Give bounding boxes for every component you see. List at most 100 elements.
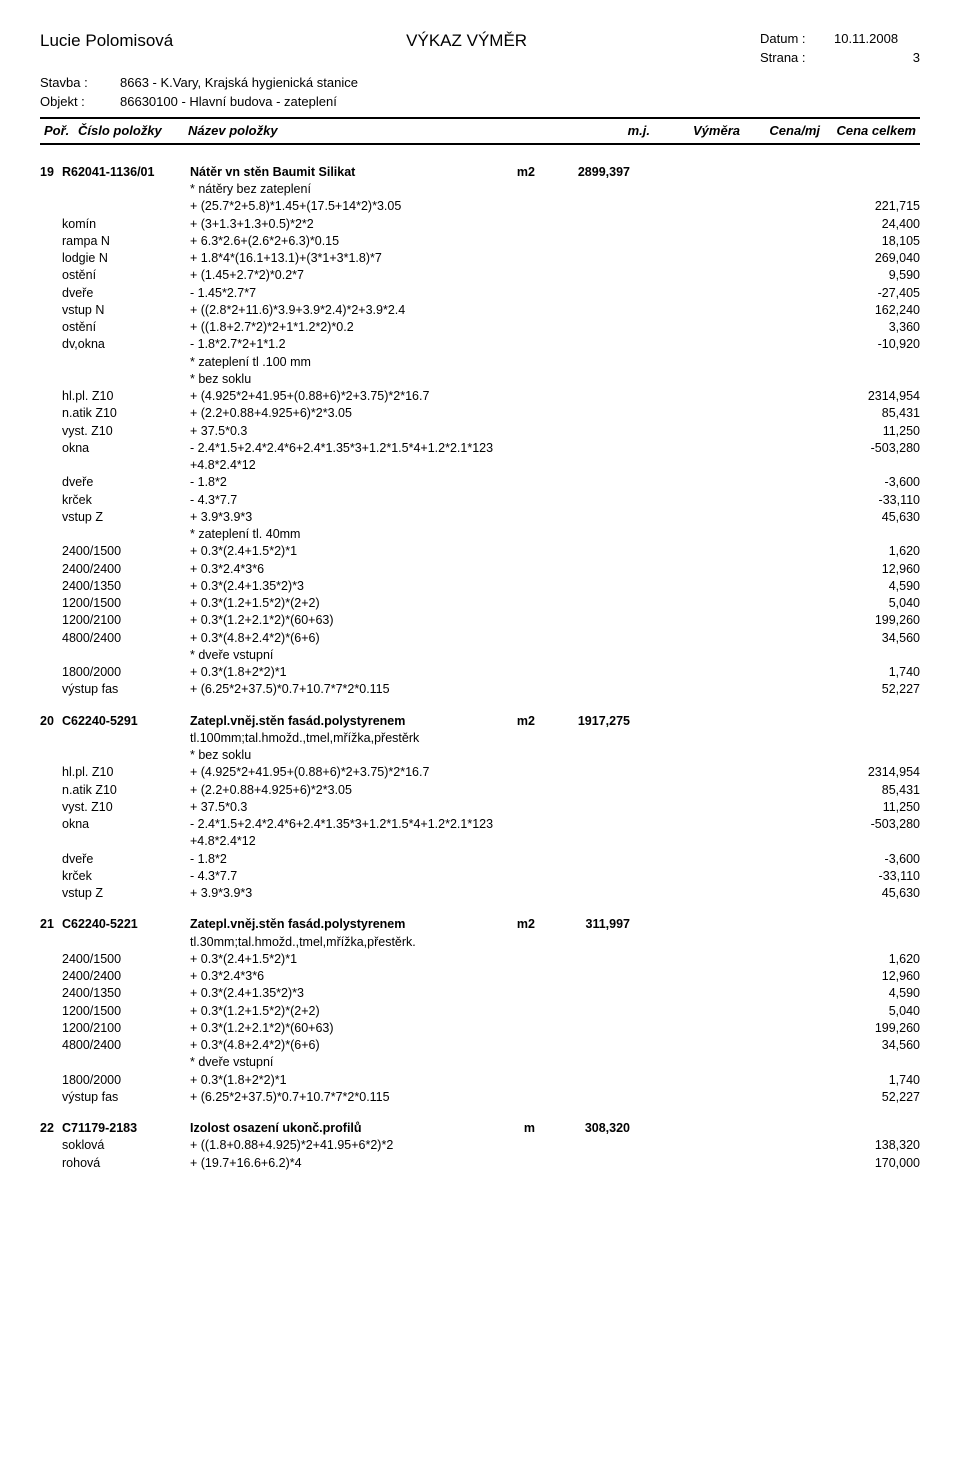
calc-label: výstup fas [40, 1089, 190, 1105]
calc-row: 1200/1500+ 0.3*(1.2+1.5*2)*(2+2)5,040 [40, 1002, 920, 1019]
calc-row: 2400/1350+ 0.3*(2.4+1.35*2)*34,590 [40, 985, 920, 1002]
calc-value: 34,560 [825, 1037, 920, 1053]
calc-row: dveře- 1.8*2-3,600 [40, 850, 920, 867]
col-por: Poř. [40, 123, 78, 140]
calc-label: rohová [40, 1155, 190, 1171]
calc-label: n.atik Z10 [40, 405, 190, 421]
calc-expr: + 3.9*3.9*3 [190, 509, 825, 525]
calc-label: lodgie N [40, 250, 190, 266]
calc-expr: + (2.2+0.88+4.925+6)*2*3.05 [190, 782, 825, 798]
calc-value: 11,250 [825, 423, 920, 439]
calc-expr: + 0.3*2.4*3*6 [190, 968, 825, 984]
calc-row: okna- 2.4*1.5+2.4*2.4*6+2.4*1.35*3+1.2*1… [40, 816, 920, 833]
calc-expr-cont: +4.8*2.4*12 [190, 833, 825, 849]
item-note: * dveře vstupní [40, 1054, 920, 1071]
calc-row: 2400/1500+ 0.3*(2.4+1.5*2)*11,620 [40, 543, 920, 560]
calc-row: 4800/2400+ 0.3*(4.8+2.4*2)*(6+6)34,560 [40, 1037, 920, 1054]
item-name: Nátěr vn stěn Baumit Silikat [190, 164, 500, 180]
calc-expr: + (4.925*2+41.95+(0.88+6)*2+3.75)*2*16.7 [190, 388, 825, 404]
calc-row: rohová+ (19.7+16.6+6.2)*4170,000 [40, 1154, 920, 1171]
item-note: * nátěry bez zateplení [40, 181, 920, 198]
item-note: * bez soklu [40, 370, 920, 387]
calc-label: n.atik Z10 [40, 782, 190, 798]
calc-expr: + (1.45+2.7*2)*0.2*7 [190, 267, 825, 283]
calc-expr: + (6.25*2+37.5)*0.7+10.7*7*2*0.115 [190, 681, 825, 697]
item-idx: 22 [40, 1120, 62, 1136]
date-value: 10.11.2008 [834, 31, 898, 48]
calc-expr: - 1.45*2.7*7 [190, 285, 825, 301]
item-title-row: 21C62240-5221Zatepl.vněj.stěn fasád.poly… [40, 916, 920, 933]
calc-row: soklová+ ((1.8+0.88+4.925)*2+41.95+6*2)*… [40, 1137, 920, 1154]
calc-label: hl.pl. Z10 [40, 388, 190, 404]
item-subtext: tl.30mm;tal.hmožd.,tmel,mřížka,přestěrk. [40, 933, 920, 950]
item-total: 311,997 [535, 916, 630, 932]
page-label: Strana : [760, 50, 824, 67]
calc-row: vstup Z+ 3.9*3.9*345,630 [40, 508, 920, 525]
calc-value: 199,260 [825, 1020, 920, 1036]
stavba-label: Stavba : [40, 75, 120, 92]
calc-label: 2400/1500 [40, 543, 190, 559]
item-note: * zateplení tl .100 mm [40, 353, 920, 370]
item-note: * bez soklu [40, 747, 920, 764]
calc-row: 1200/1500+ 0.3*(1.2+1.5*2)*(2+2)5,040 [40, 595, 920, 612]
calc-row: 1800/2000+ 0.3*(1.8+2*2)*11,740 [40, 664, 920, 681]
col-cislo: Číslo položky [78, 123, 188, 140]
calc-row: 1200/2100+ 0.3*(1.2+2.1*2)*(60+63)199,26… [40, 612, 920, 629]
calc-row-cont: +4.8*2.4*12 [40, 833, 920, 850]
calc-label: hl.pl. Z10 [40, 764, 190, 780]
calc-row: 4800/2400+ 0.3*(4.8+2.4*2)*(6+6)34,560 [40, 629, 920, 646]
calc-value: 269,040 [825, 250, 920, 266]
calc-label: výstup fas [40, 681, 190, 697]
calc-value: 1,620 [825, 543, 920, 559]
calc-row: 2400/1500+ 0.3*(2.4+1.5*2)*11,620 [40, 950, 920, 967]
calc-label [40, 198, 190, 214]
stavba-value: 8663 - K.Vary, Krajská hygienická stanic… [120, 75, 358, 92]
document-header: Lucie Polomisová VÝKAZ VÝMĚR Datum : 10.… [40, 30, 920, 68]
calc-row: výstup fas+ (6.25*2+37.5)*0.7+10.7*7*2*0… [40, 681, 920, 698]
calc-row: ostění+ ((1.8+2.7*2)*2+1*1.2*2)*0.23,360 [40, 319, 920, 336]
calc-row: ostění+ (1.45+2.7*2)*0.2*79,590 [40, 267, 920, 284]
calc-value: 3,360 [825, 319, 920, 335]
item-total: 308,320 [535, 1120, 630, 1136]
calc-value: 45,630 [825, 509, 920, 525]
calc-label: krček [40, 868, 190, 884]
calc-expr: + 0.3*(1.2+1.5*2)*(2+2) [190, 1003, 825, 1019]
calc-value: 52,227 [825, 681, 920, 697]
calc-value: 4,590 [825, 985, 920, 1001]
calc-value: 2314,954 [825, 388, 920, 404]
calc-value: 1,740 [825, 1072, 920, 1088]
calc-row: dveře- 1.45*2.7*7-27,405 [40, 284, 920, 301]
calc-value: 34,560 [825, 630, 920, 646]
calc-row: + (25.7*2+5.8)*1.45+(17.5+14*2)*3.05221,… [40, 198, 920, 215]
calc-expr: + 1.8*4*(16.1+13.1)+(3*1+3*1.8)*7 [190, 250, 825, 266]
calc-expr: + (25.7*2+5.8)*1.45+(17.5+14*2)*3.05 [190, 198, 825, 214]
calc-row: n.atik Z10+ (2.2+0.88+4.925+6)*2*3.0585,… [40, 781, 920, 798]
col-cenamj: Cena/mj [740, 123, 820, 140]
calc-expr: + 0.3*2.4*3*6 [190, 561, 825, 577]
item-code: C62240-5291 [62, 713, 190, 729]
calc-expr: - 4.3*7.7 [190, 492, 825, 508]
calc-label: dv,okna [40, 336, 190, 352]
calc-value: 52,227 [825, 1089, 920, 1105]
calc-row: vyst. Z10+ 37.5*0.311,250 [40, 798, 920, 815]
author: Lucie Polomisová [40, 30, 173, 52]
calc-label: 1200/2100 [40, 1020, 190, 1036]
calc-expr: + 0.3*(1.8+2*2)*1 [190, 664, 825, 680]
calc-label: ostění [40, 267, 190, 283]
calc-expr: + (3+1.3+1.3+0.5)*2*2 [190, 216, 825, 232]
calc-label: komín [40, 216, 190, 232]
item-title-row: 22C71179-2183Izolost osazení ukonč.profi… [40, 1120, 920, 1137]
calc-row: krček- 4.3*7.7-33,110 [40, 867, 920, 884]
calc-expr: + 0.3*(1.2+2.1*2)*(60+63) [190, 612, 825, 628]
item-name: Zatepl.vněj.stěn fasád.polystyrenem [190, 916, 500, 932]
calc-value: 24,400 [825, 216, 920, 232]
calc-row-cont: +4.8*2.4*12 [40, 457, 920, 474]
calc-expr: + 37.5*0.3 [190, 799, 825, 815]
item-name: Zatepl.vněj.stěn fasád.polystyrenem [190, 713, 500, 729]
calc-row: dv,okna- 1.8*2.7*2+1*1.2-10,920 [40, 336, 920, 353]
calc-expr: - 2.4*1.5+2.4*2.4*6+2.4*1.35*3+1.2*1.5*4… [190, 440, 825, 456]
calc-row: lodgie N+ 1.8*4*(16.1+13.1)+(3*1+3*1.8)*… [40, 250, 920, 267]
calc-expr: - 1.8*2 [190, 474, 825, 490]
calc-label: okna [40, 816, 190, 832]
objekt-value: 86630100 - Hlavní budova - zateplení [120, 94, 337, 111]
